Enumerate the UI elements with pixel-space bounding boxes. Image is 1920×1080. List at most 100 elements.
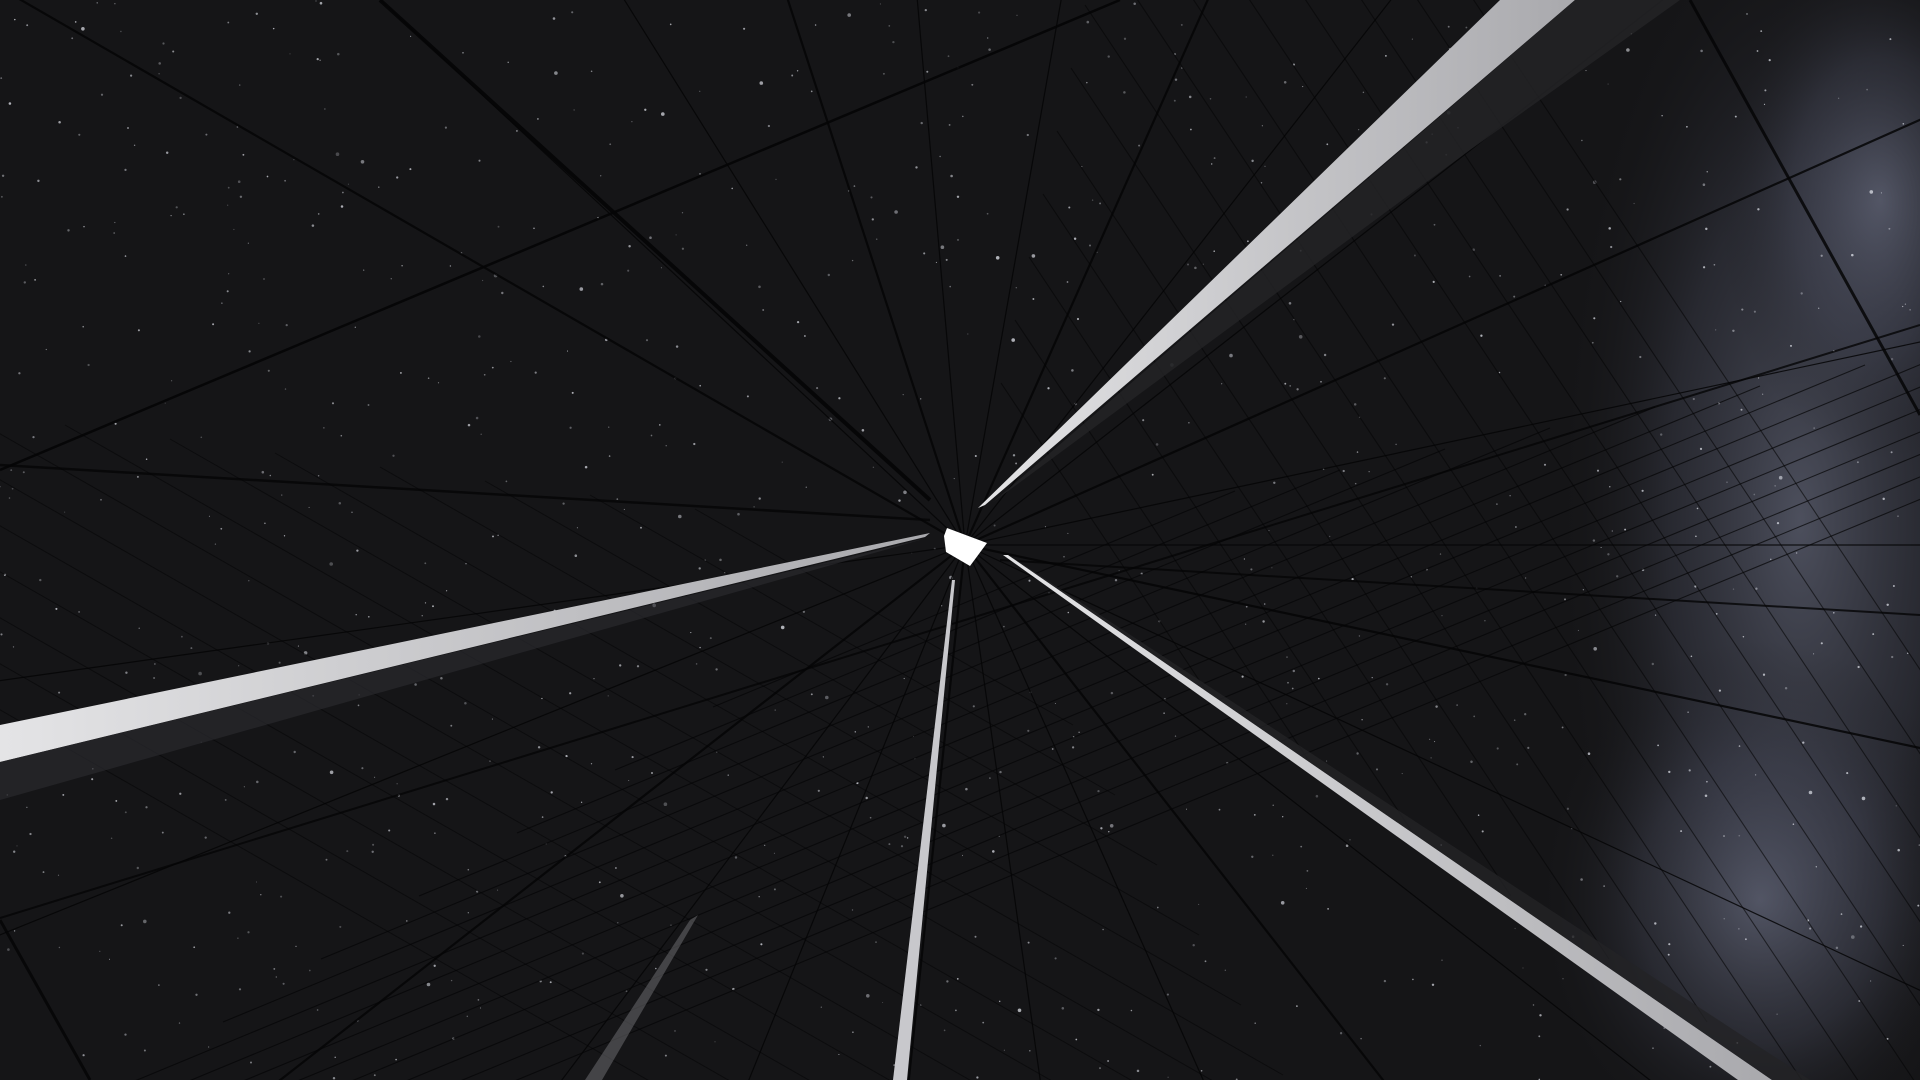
star xyxy=(193,946,196,949)
star xyxy=(1484,619,1486,622)
grid-line xyxy=(0,433,1132,1080)
star xyxy=(943,1029,946,1032)
star xyxy=(1560,273,1563,276)
star xyxy=(631,756,634,759)
star xyxy=(1107,55,1110,58)
star xyxy=(1067,611,1070,614)
beam-left xyxy=(0,533,930,762)
star xyxy=(1800,292,1803,295)
star xyxy=(483,373,486,376)
grid-line xyxy=(1137,0,1859,1080)
star xyxy=(767,124,771,128)
star xyxy=(83,225,85,228)
star xyxy=(255,12,258,15)
grid-line xyxy=(222,385,1761,1023)
star xyxy=(491,366,494,369)
star xyxy=(1286,703,1288,705)
star xyxy=(16,845,18,847)
star xyxy=(1243,558,1246,560)
star xyxy=(1869,190,1874,194)
star xyxy=(374,776,376,778)
star xyxy=(445,590,448,592)
star xyxy=(295,945,297,948)
star xyxy=(1620,300,1622,303)
star xyxy=(660,267,662,269)
star xyxy=(774,709,776,711)
star xyxy=(1086,20,1090,24)
star xyxy=(1732,588,1735,590)
star xyxy=(1051,748,1054,750)
star xyxy=(1882,497,1885,501)
star xyxy=(440,676,443,680)
grid-line xyxy=(461,476,1920,1080)
star xyxy=(1306,869,1309,872)
grid-line xyxy=(963,0,1209,546)
star xyxy=(414,683,417,686)
star xyxy=(541,816,544,818)
star xyxy=(1241,675,1244,678)
star xyxy=(136,475,139,478)
star xyxy=(1200,1069,1203,1072)
star xyxy=(243,786,245,788)
star xyxy=(1515,526,1517,528)
star xyxy=(1204,960,1207,963)
star xyxy=(1253,813,1256,816)
star xyxy=(42,871,45,874)
star xyxy=(1837,97,1840,99)
grid-line xyxy=(561,544,966,1080)
star xyxy=(1713,263,1716,266)
star xyxy=(1738,928,1740,930)
star xyxy=(205,133,208,136)
star xyxy=(113,232,116,234)
star xyxy=(533,227,535,230)
star xyxy=(955,1009,957,1012)
star xyxy=(616,498,619,500)
star xyxy=(1318,677,1320,680)
star xyxy=(401,265,403,267)
star xyxy=(1188,422,1190,424)
star xyxy=(1218,808,1221,811)
star xyxy=(120,30,122,33)
star xyxy=(999,770,1002,774)
star xyxy=(1163,712,1165,714)
grid-line xyxy=(694,508,1074,726)
grid-line xyxy=(1028,256,1414,834)
star xyxy=(1651,662,1655,666)
star xyxy=(1118,570,1120,572)
grid-line xyxy=(378,0,932,502)
star xyxy=(1173,99,1176,102)
star xyxy=(1661,115,1663,117)
star xyxy=(1351,577,1354,581)
star xyxy=(1756,50,1759,52)
star xyxy=(1577,629,1579,632)
star xyxy=(727,774,729,776)
star xyxy=(1610,245,1613,249)
star xyxy=(953,478,955,480)
star xyxy=(817,789,820,792)
core-cube xyxy=(944,528,987,566)
grid-line xyxy=(379,0,966,546)
grid-line xyxy=(623,0,966,546)
star xyxy=(200,436,203,439)
beam-bottom xyxy=(893,580,955,1080)
star xyxy=(1668,770,1671,774)
star xyxy=(1251,159,1254,163)
star xyxy=(665,445,667,447)
star xyxy=(1895,805,1897,807)
star xyxy=(432,605,434,608)
star xyxy=(273,967,276,970)
star xyxy=(22,471,25,474)
star xyxy=(1188,95,1192,99)
star xyxy=(1099,202,1102,205)
star xyxy=(158,984,160,986)
star xyxy=(1123,37,1127,40)
star xyxy=(1100,827,1103,830)
star xyxy=(1468,275,1471,278)
star xyxy=(1456,704,1458,706)
grid-line xyxy=(1070,67,1708,1023)
star xyxy=(861,429,865,432)
star xyxy=(882,72,885,75)
star xyxy=(536,117,539,120)
star xyxy=(882,1001,884,1004)
